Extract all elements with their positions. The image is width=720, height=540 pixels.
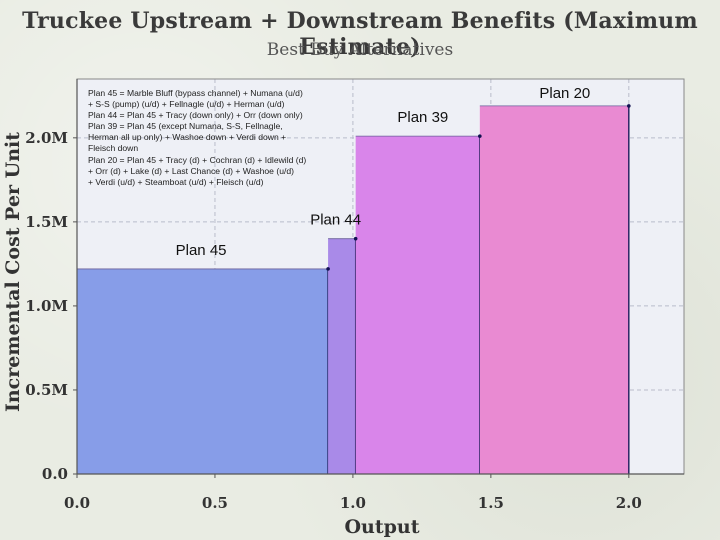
plan-definition-line: Plan 44 = Plan 45 + Tracy (down only) + … xyxy=(88,110,303,121)
bar-corner-marker xyxy=(478,134,482,138)
y-tick-label: 0.0 xyxy=(42,465,68,483)
y-axis-title: Incremental Cost Per Unit xyxy=(2,132,24,412)
plan-definition-line: + Verdi (u/d) + Steamboat (u/d) + Fleisc… xyxy=(88,176,264,187)
bar-plan-44 xyxy=(328,238,356,474)
plan-definition-line: Plan 45 = Marble Bluff (bypass channel) … xyxy=(88,88,303,98)
y-tick-label: 2.0M xyxy=(25,129,68,147)
y-tick-label: 1.5M xyxy=(25,213,68,231)
plan-definition-line: + S-S (pump) (u/d) + Fellnagle (u/d) + H… xyxy=(88,99,285,110)
plan-definition-line: Plan 20 = Plan 45 + Tracy (d) + Cochran … xyxy=(88,154,307,165)
plan-label-plan-39: Plan 39 xyxy=(397,109,448,126)
plan-label-plan-44: Plan 44 xyxy=(310,212,361,229)
bar-corner-marker xyxy=(627,104,631,108)
bar-plan-45 xyxy=(77,268,329,474)
x-tick-label: 2.0 xyxy=(616,494,642,512)
plan-definition-line: Fleisch down xyxy=(88,143,139,154)
plan-definition-line: Herman all up only) + Washoe down + Verd… xyxy=(88,132,287,143)
x-tick-label: 1.5 xyxy=(478,494,504,512)
x-axis-title: Output xyxy=(344,516,419,538)
bar-plan-20 xyxy=(479,105,629,474)
plan-label-plan-20: Plan 20 xyxy=(539,85,590,102)
x-tick-label: 1.0 xyxy=(340,494,366,512)
plan-definition-line: + Orr (d) + Lake (d) + Last Chance (d) +… xyxy=(88,165,295,176)
plan-label-plan-45: Plan 45 xyxy=(176,242,227,259)
x-tick-label: 0.0 xyxy=(64,494,90,512)
chart-title: Truckee Upstream + Downstream Benefits (… xyxy=(22,8,698,60)
plan-definitions-note: Plan 45 = Marble Bluff (bypass channel) … xyxy=(88,88,363,188)
bar-corner-marker xyxy=(353,236,358,241)
bar-plan-39 xyxy=(355,136,480,475)
x-tick-label: 0.5 xyxy=(202,494,228,512)
y-tick-label: 1.0M xyxy=(25,297,68,315)
y-tick-label: 0.5M xyxy=(25,381,68,399)
plan-definition-line: Plan 39 = Plan 45 (except Numana, S-S, F… xyxy=(88,121,283,132)
bar-corner-marker xyxy=(326,267,330,271)
chart-subtitle: Best Buy Alternatives xyxy=(266,40,454,60)
